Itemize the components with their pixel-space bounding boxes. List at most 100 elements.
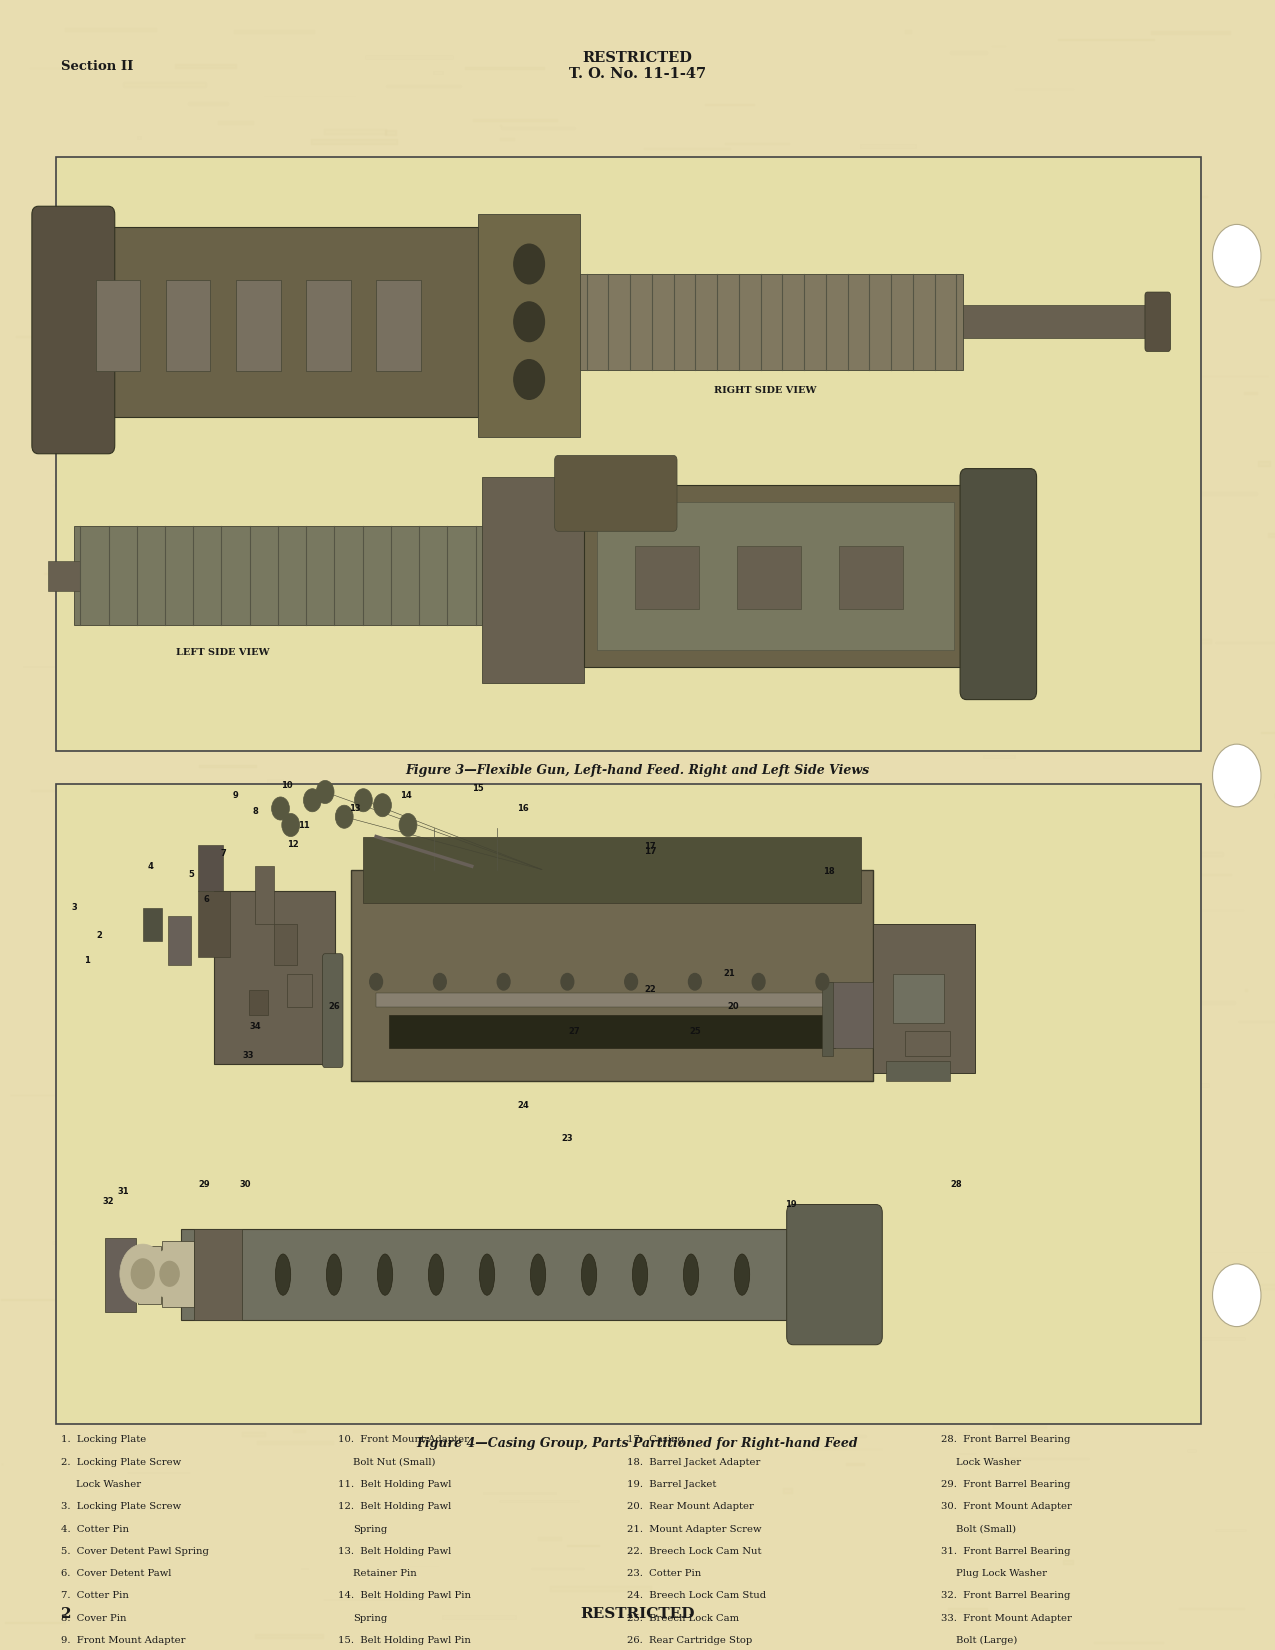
- Text: 8: 8: [252, 807, 258, 817]
- Bar: [899, 851, 938, 853]
- Bar: [666, 1295, 685, 1297]
- Bar: [354, 487, 455, 490]
- Text: 19: 19: [784, 1200, 797, 1209]
- Bar: [737, 546, 801, 609]
- FancyBboxPatch shape: [787, 1204, 882, 1345]
- Bar: [116, 1275, 212, 1277]
- Text: 15: 15: [472, 784, 484, 794]
- Bar: [1244, 988, 1247, 990]
- Circle shape: [497, 974, 510, 990]
- Ellipse shape: [530, 1254, 546, 1295]
- Bar: [1107, 653, 1145, 655]
- Bar: [65, 665, 133, 668]
- Bar: [1132, 365, 1182, 368]
- Text: 8.  Cover Pin: 8. Cover Pin: [61, 1614, 126, 1622]
- Bar: [377, 1033, 455, 1038]
- Bar: [621, 838, 678, 840]
- Bar: [950, 386, 998, 388]
- Text: 32: 32: [102, 1196, 115, 1206]
- Bar: [557, 272, 589, 276]
- Text: 28.  Front Barrel Bearing: 28. Front Barrel Bearing: [941, 1436, 1070, 1444]
- Bar: [1021, 629, 1117, 630]
- Bar: [186, 285, 201, 289]
- Bar: [914, 904, 924, 909]
- Bar: [991, 837, 1039, 842]
- Text: 31.  Front Barrel Bearing: 31. Front Barrel Bearing: [941, 1548, 1071, 1556]
- Bar: [87, 1559, 130, 1563]
- Text: Figure 3—Flexible Gun, Left-hand Feed. Right and Left Side Views: Figure 3—Flexible Gun, Left-hand Feed. R…: [405, 764, 870, 777]
- Bar: [56, 784, 1201, 1424]
- Text: 32.  Front Barrel Bearing: 32. Front Barrel Bearing: [941, 1591, 1070, 1600]
- Bar: [1193, 264, 1200, 269]
- Bar: [783, 1488, 792, 1493]
- Bar: [143, 908, 162, 940]
- Ellipse shape: [479, 1254, 495, 1295]
- Bar: [822, 982, 833, 1056]
- Text: 9: 9: [233, 790, 238, 800]
- Bar: [502, 431, 580, 432]
- Bar: [886, 1061, 950, 1081]
- Bar: [351, 870, 873, 1081]
- Bar: [255, 866, 274, 924]
- Text: 16: 16: [516, 804, 529, 813]
- Bar: [287, 974, 312, 1006]
- Bar: [852, 1026, 857, 1028]
- Bar: [74, 526, 482, 625]
- Text: Plug Lock Washer: Plug Lock Washer: [956, 1569, 1047, 1577]
- Bar: [249, 876, 264, 879]
- Ellipse shape: [428, 1254, 444, 1295]
- Text: 17.  Casing: 17. Casing: [627, 1436, 685, 1444]
- Text: 34: 34: [249, 1021, 261, 1031]
- Bar: [892, 576, 908, 579]
- Bar: [274, 924, 297, 965]
- Bar: [636, 769, 677, 774]
- Circle shape: [514, 302, 544, 342]
- Bar: [1015, 744, 1107, 749]
- Bar: [502, 1120, 592, 1125]
- Bar: [458, 972, 521, 975]
- Circle shape: [272, 797, 289, 820]
- Bar: [625, 1096, 704, 1101]
- Text: 12: 12: [287, 840, 300, 850]
- Ellipse shape: [275, 1254, 291, 1295]
- FancyBboxPatch shape: [555, 455, 677, 531]
- Bar: [813, 234, 849, 238]
- Bar: [235, 30, 314, 33]
- Text: 30.  Front Mount Adapter: 30. Front Mount Adapter: [941, 1502, 1072, 1511]
- Bar: [1190, 1002, 1235, 1005]
- Bar: [685, 929, 697, 932]
- Bar: [580, 274, 963, 370]
- Bar: [845, 1464, 864, 1465]
- Bar: [351, 185, 360, 186]
- Bar: [198, 891, 230, 957]
- Bar: [11, 1336, 23, 1340]
- Text: 3: 3: [71, 903, 76, 912]
- Bar: [852, 870, 931, 873]
- Text: Lock Washer: Lock Washer: [76, 1480, 142, 1488]
- Bar: [323, 1381, 382, 1386]
- Circle shape: [434, 974, 446, 990]
- Text: 22: 22: [644, 985, 657, 995]
- Bar: [196, 947, 292, 952]
- Bar: [306, 582, 333, 586]
- Ellipse shape: [224, 1254, 240, 1295]
- Text: 24.  Breech Lock Cam Stud: 24. Breech Lock Cam Stud: [627, 1591, 766, 1600]
- FancyBboxPatch shape: [482, 477, 584, 683]
- Text: 29: 29: [198, 1180, 210, 1190]
- Text: 11: 11: [297, 820, 310, 830]
- Bar: [861, 145, 915, 148]
- Text: 17: 17: [644, 842, 657, 851]
- Bar: [525, 337, 581, 340]
- FancyBboxPatch shape: [1145, 292, 1170, 351]
- Bar: [48, 561, 80, 591]
- Bar: [983, 756, 1015, 759]
- Bar: [483, 1492, 556, 1493]
- Bar: [723, 396, 765, 399]
- Bar: [57, 929, 148, 932]
- Bar: [572, 997, 672, 1002]
- Bar: [677, 1236, 694, 1241]
- Bar: [175, 698, 246, 701]
- Bar: [266, 779, 283, 784]
- Bar: [175, 64, 236, 68]
- Bar: [609, 389, 682, 394]
